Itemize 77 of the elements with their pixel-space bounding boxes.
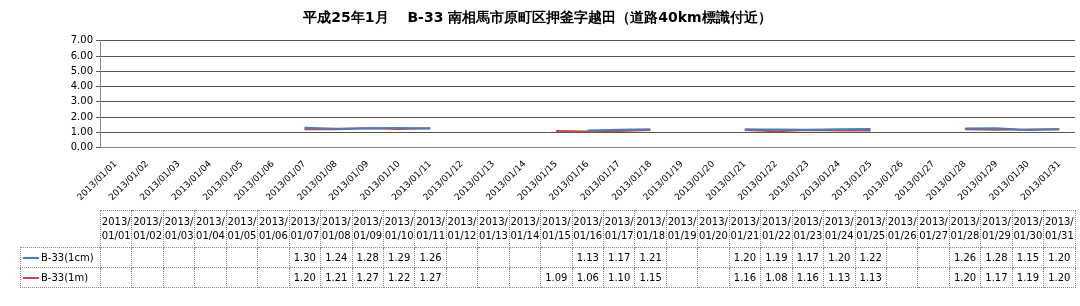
data-label: 1.26 bbox=[414, 247, 447, 268]
category-label: 2013/01/12 bbox=[447, 216, 477, 241]
category-label: 2013/01/26 bbox=[887, 216, 917, 241]
data-label: 1.28 bbox=[980, 247, 1013, 268]
category-label: 2013/01/07 bbox=[290, 216, 320, 241]
category-label: 2013/01/25 bbox=[856, 216, 886, 241]
data-label: 1.30 bbox=[289, 247, 321, 268]
y-tick-label: 2.00 bbox=[70, 110, 93, 122]
legend-label: B-33(1m) bbox=[41, 272, 89, 283]
category-label: 2013/01/27 bbox=[919, 216, 948, 241]
data-label: 1.20 bbox=[1043, 247, 1076, 268]
data-label: 1.22 bbox=[855, 247, 887, 268]
y-tick-label: 0.00 bbox=[70, 141, 93, 153]
category-label: 2013/01/09 bbox=[353, 216, 383, 241]
category-label: 2013/01/16 bbox=[573, 216, 603, 241]
data-label: 1.08 bbox=[760, 267, 793, 288]
data-label: 1.27 bbox=[352, 267, 384, 288]
category-label: 2013/01/15 bbox=[541, 216, 571, 241]
category-label: 2013/01/03 bbox=[164, 216, 194, 241]
data-label: 1.15 bbox=[634, 267, 667, 288]
chart-title: 平成25年1月 B-33 南相馬市原町区押釜字越田（道路40km標識付近） bbox=[302, 9, 772, 26]
category-label: 2013/01/05 bbox=[227, 216, 257, 241]
data-label: 1.19 bbox=[760, 247, 793, 268]
data-label: 1.19 bbox=[1012, 267, 1044, 288]
data-label: 1.15 bbox=[1012, 247, 1044, 268]
data-label: 1.17 bbox=[603, 247, 635, 268]
category-label: 2013/01/20 bbox=[699, 216, 728, 241]
data-label: 1.17 bbox=[792, 247, 824, 268]
data-label: 1.20 bbox=[823, 247, 855, 268]
category-label: 2013/01/24 bbox=[824, 216, 854, 241]
data-label: 1.16 bbox=[729, 267, 761, 288]
data-label: 1.06 bbox=[572, 267, 604, 288]
category-label: 2013/01/17 bbox=[604, 216, 634, 241]
category-label: 2013/01/02 bbox=[133, 216, 163, 241]
y-tick-label: 5.00 bbox=[70, 64, 93, 76]
data-label: 1.10 bbox=[603, 267, 635, 288]
data-label: 1.29 bbox=[383, 247, 415, 268]
data-label: 1.13 bbox=[823, 267, 855, 288]
y-tick-label: 6.00 bbox=[70, 49, 93, 61]
data-label: 1.21 bbox=[320, 267, 352, 288]
category-label: 2013/01/11 bbox=[416, 216, 445, 241]
legend-label: B-33(1cm) bbox=[41, 252, 94, 263]
data-label: 1.16 bbox=[792, 267, 824, 288]
category-label: 2013/01/01 bbox=[101, 216, 131, 241]
category-label: 2013/01/23 bbox=[793, 216, 823, 241]
y-tick-label: 1.00 bbox=[70, 126, 93, 138]
data-label: 1.20 bbox=[949, 267, 981, 288]
data-label: 1.22 bbox=[383, 267, 415, 288]
data-label: 1.13 bbox=[572, 247, 604, 268]
y-tick-label: 3.00 bbox=[70, 95, 93, 107]
data-label: 1.09 bbox=[540, 267, 573, 288]
category-label: 2013/01/30 bbox=[1013, 216, 1043, 241]
category-label: 2013/01/29 bbox=[982, 216, 1011, 241]
category-label: 2013/01/13 bbox=[479, 216, 508, 241]
data-label: 1.26 bbox=[949, 247, 981, 268]
data-label: 1.20 bbox=[729, 247, 761, 268]
data-label: 1.17 bbox=[980, 267, 1013, 288]
data-label: 1.13 bbox=[855, 267, 887, 288]
category-label: 2013/01/19 bbox=[667, 216, 697, 241]
category-label: 2013/01/21 bbox=[730, 216, 760, 241]
category-label: 2013/01/10 bbox=[384, 216, 414, 241]
data-label: 1.28 bbox=[352, 247, 384, 268]
category-label: 2013/01/18 bbox=[636, 216, 666, 241]
category-label: 2013/01/31 bbox=[1044, 216, 1074, 241]
category-label: 2013/01/04 bbox=[196, 216, 225, 241]
y-tick-label: 7.00 bbox=[70, 34, 93, 46]
category-label: 2013/01/28 bbox=[950, 216, 980, 241]
category-label: 2013/01/08 bbox=[321, 216, 351, 241]
category-label: 2013/01/06 bbox=[258, 216, 288, 241]
data-label: 1.21 bbox=[634, 247, 667, 268]
data-label: 1.20 bbox=[289, 267, 321, 288]
y-tick-label: 4.00 bbox=[70, 80, 93, 92]
data-label: 1.24 bbox=[320, 247, 352, 268]
data-label: 1.27 bbox=[414, 267, 447, 288]
category-label: 2013/01/22 bbox=[761, 216, 791, 241]
category-label: 2013/01/14 bbox=[510, 216, 540, 241]
data-label: 1.20 bbox=[1043, 267, 1076, 288]
